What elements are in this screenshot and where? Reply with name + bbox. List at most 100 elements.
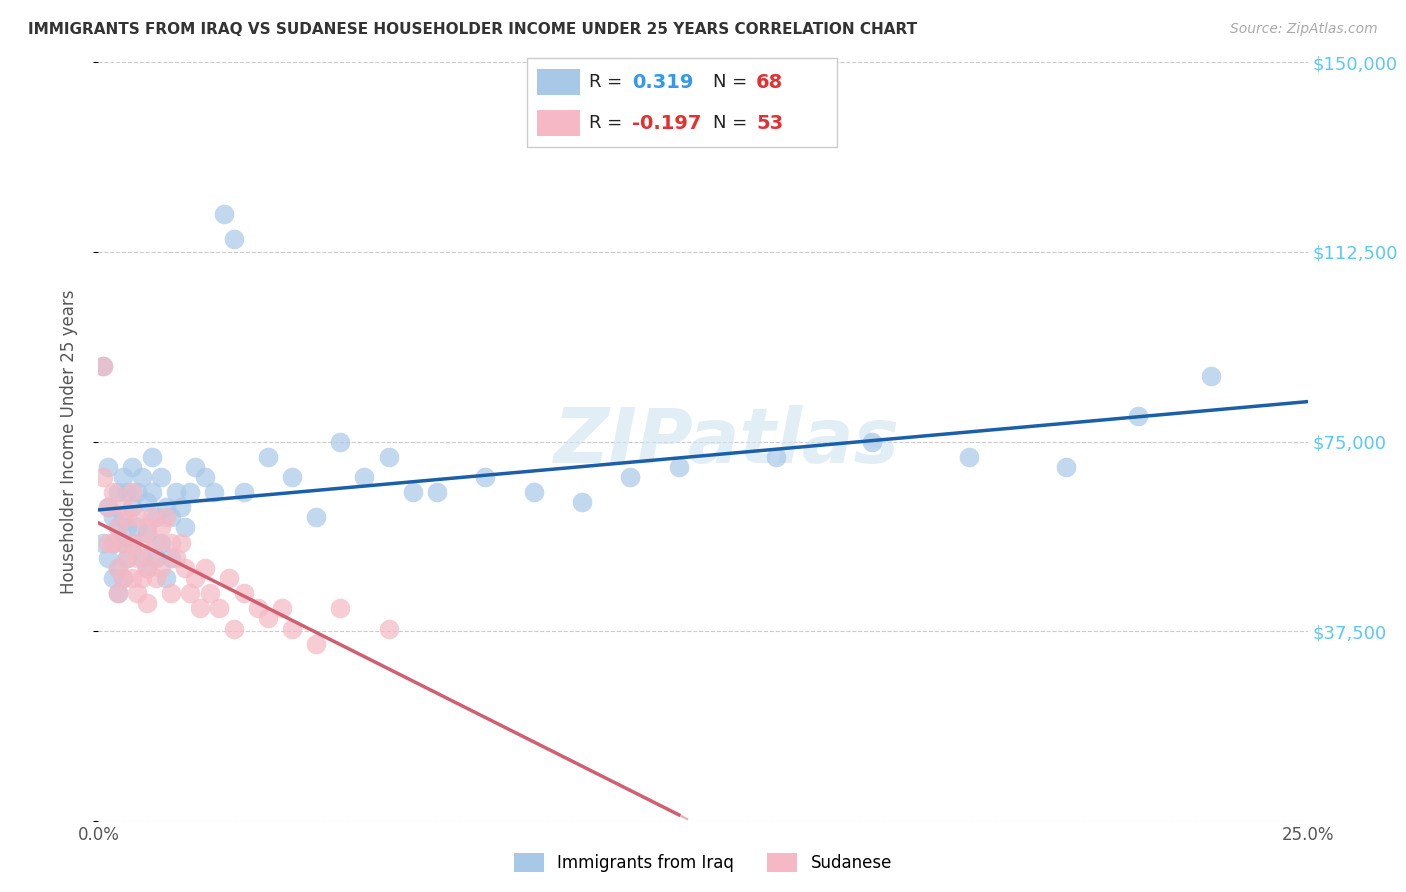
Point: [668, 459, 690, 474]
Point: [160, 510, 183, 524]
Point: [135, 561, 157, 575]
Point: [111, 470, 134, 484]
Point: [184, 459, 207, 474]
Point: [204, 485, 226, 500]
Point: [111, 500, 134, 515]
Point: [135, 520, 157, 534]
Y-axis label: Householder Income Under 25 years: Householder Income Under 25 years: [59, 289, 77, 594]
Point: [160, 586, 183, 600]
Point: [117, 510, 139, 524]
Point: [121, 535, 143, 549]
Point: [353, 470, 375, 484]
Point: [141, 510, 163, 524]
Point: [329, 434, 352, 449]
Point: [174, 520, 197, 534]
Point: [111, 510, 134, 524]
Point: [256, 611, 278, 625]
Text: R =: R =: [589, 114, 623, 132]
Point: [150, 535, 173, 549]
Point: [169, 535, 191, 549]
Point: [222, 232, 245, 246]
Point: [198, 586, 221, 600]
Point: [145, 535, 167, 549]
Point: [160, 550, 183, 565]
Bar: [537, 69, 579, 95]
Point: [329, 601, 352, 615]
Point: [174, 561, 197, 575]
Point: [155, 500, 177, 515]
Point: [957, 450, 980, 464]
Point: [169, 500, 191, 515]
Point: [860, 434, 883, 449]
Point: [131, 571, 153, 585]
Point: [91, 359, 114, 373]
Point: [271, 601, 294, 615]
Point: [127, 485, 149, 500]
Bar: [537, 110, 579, 136]
Point: [305, 510, 328, 524]
Point: [179, 485, 201, 500]
Point: [135, 596, 157, 610]
Point: [247, 601, 270, 615]
Point: [131, 535, 153, 549]
Point: [101, 485, 124, 500]
Point: [141, 485, 163, 500]
Point: [117, 520, 139, 534]
Point: [281, 622, 304, 636]
Text: 53: 53: [756, 113, 783, 133]
Text: IMMIGRANTS FROM IRAQ VS SUDANESE HOUSEHOLDER INCOME UNDER 25 YEARS CORRELATION C: IMMIGRANTS FROM IRAQ VS SUDANESE HOUSEHO…: [28, 22, 917, 37]
Point: [474, 470, 496, 484]
Text: N =: N =: [713, 114, 747, 132]
Point: [101, 510, 124, 524]
Point: [619, 470, 641, 484]
Point: [117, 550, 139, 565]
Point: [107, 520, 129, 534]
Point: [165, 550, 187, 565]
Point: [135, 495, 157, 509]
Text: 0.319: 0.319: [633, 72, 693, 92]
Point: [121, 485, 143, 500]
Point: [107, 561, 129, 575]
Point: [232, 485, 254, 500]
Point: [101, 571, 124, 585]
Point: [127, 520, 149, 534]
Point: [212, 207, 235, 221]
Point: [135, 561, 157, 575]
Point: [131, 470, 153, 484]
Point: [91, 359, 114, 373]
Point: [150, 561, 173, 575]
Point: [111, 571, 134, 585]
Point: [107, 586, 129, 600]
Point: [97, 500, 120, 515]
Point: [155, 571, 177, 585]
Point: [101, 535, 124, 549]
Point: [426, 485, 449, 500]
Point: [179, 586, 201, 600]
Point: [160, 535, 183, 549]
Point: [377, 450, 399, 464]
Point: [111, 571, 134, 585]
Point: [145, 571, 167, 585]
Point: [222, 622, 245, 636]
Point: [91, 470, 114, 484]
Point: [155, 510, 177, 524]
Point: [97, 550, 120, 565]
Point: [281, 470, 304, 484]
Point: [111, 535, 134, 549]
Point: [194, 561, 217, 575]
Legend: Immigrants from Iraq, Sudanese: Immigrants from Iraq, Sudanese: [506, 845, 900, 880]
Point: [127, 586, 149, 600]
Point: [97, 500, 120, 515]
Point: [127, 550, 149, 565]
Text: Source: ZipAtlas.com: Source: ZipAtlas.com: [1230, 22, 1378, 37]
Point: [145, 550, 167, 565]
Point: [97, 459, 120, 474]
Point: [194, 470, 217, 484]
Point: [141, 550, 163, 565]
Point: [232, 586, 254, 600]
Point: [256, 450, 278, 464]
Point: [131, 550, 153, 565]
Point: [121, 459, 143, 474]
Point: [91, 535, 114, 549]
Point: [101, 535, 124, 549]
